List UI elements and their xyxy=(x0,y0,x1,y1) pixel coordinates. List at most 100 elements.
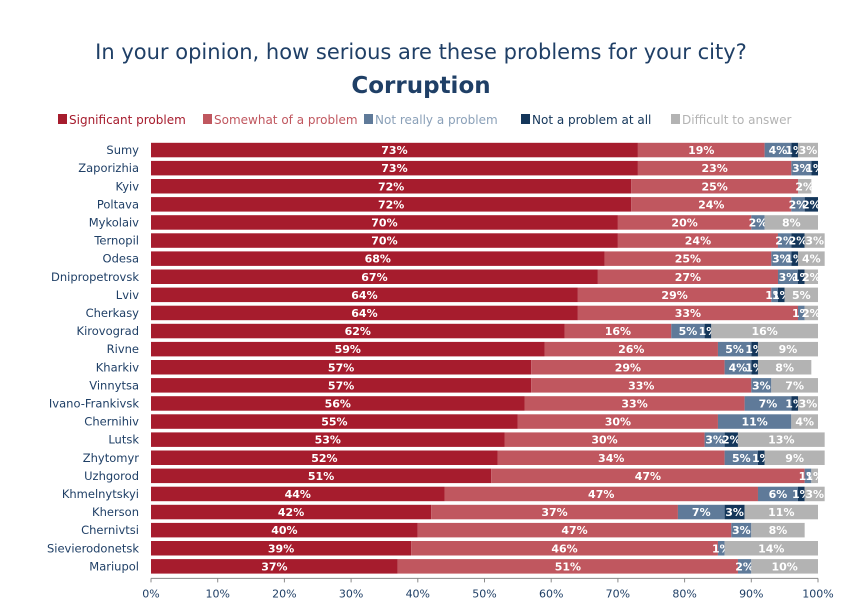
data-label: 51% xyxy=(555,560,581,573)
bar-not-really-a-problem xyxy=(771,251,792,266)
data-label: 37% xyxy=(541,506,567,519)
bars: 73% 19% 4%1%3%73% 23% 3%1%72% 25% 2%72% 24% 2%2%… xyxy=(151,142,825,574)
category-label: Uzhgorod xyxy=(84,469,139,483)
bar-somewhat-of-a-problem xyxy=(497,450,725,465)
data-label: 70% xyxy=(371,235,397,248)
x-tick-label: 20% xyxy=(272,587,296,600)
data-label: 72% xyxy=(378,198,404,211)
bar-significant-problem xyxy=(151,396,525,411)
legend-swatch-significant-problem xyxy=(58,114,67,124)
bar-not-a-problem-at-all xyxy=(757,450,765,465)
data-label: 13% xyxy=(768,434,794,447)
data-label: 4% xyxy=(769,144,788,157)
bar-somewhat-of-a-problem xyxy=(444,486,758,502)
category-label: Chernihiv xyxy=(84,415,139,429)
bar-significant-problem xyxy=(151,432,505,447)
bar-difficult-to-answer xyxy=(764,450,825,465)
data-label: 57% xyxy=(328,379,354,392)
data-label: 7% xyxy=(785,379,804,392)
legend-label-somewhat-of-a-problem: Somewhat of a problem xyxy=(214,113,358,127)
bar-significant-problem xyxy=(151,160,638,176)
bar-significant-problem xyxy=(151,341,545,357)
data-label: 73% xyxy=(381,144,407,157)
category-label: Odesa xyxy=(103,252,139,266)
bar-difficult-to-answer xyxy=(724,541,818,556)
category-label: Kherson xyxy=(92,505,139,519)
category-label: Poltava xyxy=(97,197,139,211)
category-label: Cherkasy xyxy=(86,306,140,320)
data-label: 72% xyxy=(378,180,404,193)
category-label: Rivne xyxy=(107,342,139,356)
bar-not-really-a-problem xyxy=(717,414,792,429)
data-label: 2% xyxy=(795,180,814,193)
bar-not-really-a-problem xyxy=(737,559,752,574)
data-label: 44% xyxy=(285,488,311,501)
bar-somewhat-of-a-problem xyxy=(417,522,732,538)
data-label: 30% xyxy=(591,434,617,447)
x-tick-label: 90% xyxy=(739,587,763,600)
bar-difficult-to-answer xyxy=(804,233,825,248)
category-labels: Sumy Zaporizhia Kyiv Poltava Mykolaiv Ternopi… xyxy=(47,143,139,573)
category-label: Vinnytsa xyxy=(89,378,139,392)
bar-not-a-problem-at-all xyxy=(811,160,818,176)
bar-not-a-problem-at-all xyxy=(791,233,805,248)
x-tick-label: 100% xyxy=(802,587,833,600)
bar-significant-problem xyxy=(151,450,498,465)
bar-difficult-to-answer xyxy=(797,396,818,411)
bar-not-really-a-problem xyxy=(791,160,812,176)
bar-not-really-a-problem xyxy=(724,450,758,465)
bar-somewhat-of-a-problem xyxy=(577,305,798,321)
data-label: 47% xyxy=(588,488,614,501)
bar-not-a-problem-at-all xyxy=(724,432,738,447)
x-tick-label: 0% xyxy=(142,587,159,600)
bar-difficult-to-answer xyxy=(757,360,812,375)
data-label: 16% xyxy=(605,325,631,338)
data-label: 2% xyxy=(722,434,741,447)
category-label: Zhytomyr xyxy=(83,451,140,465)
data-label: 7% xyxy=(692,506,711,519)
x-tick-label: 30% xyxy=(339,587,363,600)
bar-somewhat-of-a-problem xyxy=(491,468,805,484)
bar-not-a-problem-at-all xyxy=(704,323,712,339)
data-label: 8% xyxy=(775,361,794,374)
x-tick-label: 10% xyxy=(205,587,229,600)
data-label: 55% xyxy=(321,416,347,429)
category-label: Lviv xyxy=(116,288,139,302)
legend-swatch-not-really-a-problem xyxy=(364,114,373,124)
data-label: 62% xyxy=(345,325,371,338)
bar-somewhat-of-a-problem xyxy=(597,269,778,284)
data-label: 26% xyxy=(618,343,644,356)
data-label: 1% xyxy=(805,162,824,175)
bar-somewhat-of-a-problem xyxy=(411,541,718,556)
bar-significant-problem xyxy=(151,486,445,502)
bar-not-a-problem-at-all xyxy=(804,197,818,212)
bar-somewhat-of-a-problem xyxy=(631,197,792,212)
bar-somewhat-of-a-problem xyxy=(617,215,752,230)
category-label: Sumy xyxy=(106,143,139,157)
legend-swatch-somewhat-of-a-problem xyxy=(203,114,212,124)
bar-significant-problem xyxy=(151,142,638,158)
bar-somewhat-of-a-problem xyxy=(524,396,745,411)
data-label: 11% xyxy=(741,416,767,429)
bar-difficult-to-answer xyxy=(757,341,818,357)
data-label: 20% xyxy=(671,216,697,229)
data-label: 8% xyxy=(782,216,801,229)
data-label: 39% xyxy=(268,542,294,555)
data-label: 59% xyxy=(335,343,361,356)
data-label: 53% xyxy=(315,434,341,447)
data-label: 70% xyxy=(371,216,397,229)
data-label: 47% xyxy=(635,470,661,483)
data-label: 24% xyxy=(685,235,711,248)
data-label: 73% xyxy=(381,162,407,175)
bar-not-really-a-problem xyxy=(777,269,798,284)
data-label: 24% xyxy=(698,198,724,211)
category-label: Ternopil xyxy=(93,234,139,248)
data-label: 2% xyxy=(789,198,808,211)
chart-subtitle: Corruption xyxy=(351,73,490,99)
bar-significant-problem xyxy=(151,305,578,321)
bar-significant-problem xyxy=(151,378,532,393)
bar-significant-problem xyxy=(151,468,492,484)
data-label: 30% xyxy=(605,416,631,429)
data-label: 4% xyxy=(729,361,748,374)
